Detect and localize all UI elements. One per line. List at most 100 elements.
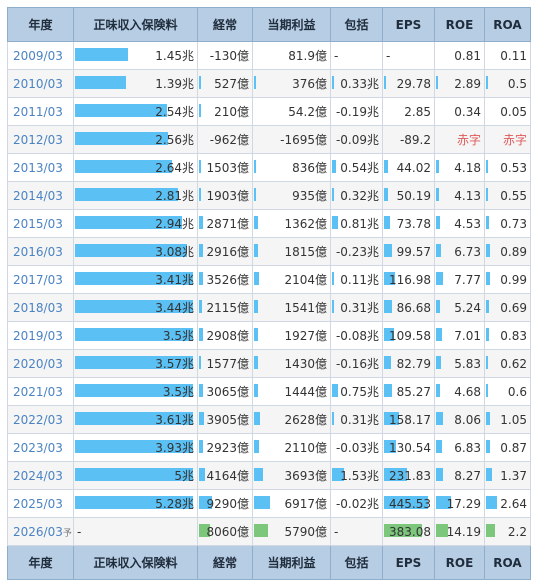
footer-header-comprehensive[interactable]: 包括 xyxy=(330,545,383,580)
cell-roa: 0.11 xyxy=(484,41,531,70)
cell-roa: 1.05 xyxy=(484,405,531,434)
footer-header-year[interactable]: 年度 xyxy=(7,545,74,580)
comp-value: 0.31兆 xyxy=(340,301,379,315)
year-link[interactable]: 2009/03 xyxy=(7,41,74,70)
cell-eps: 158.17 xyxy=(382,405,435,434)
cell-ordinary: 3905億 xyxy=(197,405,253,434)
roa-bar xyxy=(486,412,490,425)
cell-comp: 0.33兆 xyxy=(330,69,383,98)
premium-value: - xyxy=(77,524,82,539)
cell-ordinary: -962億 xyxy=(197,125,253,154)
roe-bar xyxy=(436,412,443,425)
table-row: 2024/03 5兆 4164億 3693億 1.53兆 231.83 8.27 1.37 xyxy=(7,461,531,490)
footer-header-roa[interactable]: ROA xyxy=(484,545,531,580)
comp-value: -0.09兆 xyxy=(335,133,379,147)
year-link[interactable]: 2024/03 xyxy=(7,461,74,490)
roa-bar xyxy=(486,356,488,369)
cell-roe: 14.19 xyxy=(434,517,485,546)
header-net-income[interactable]: 当期利益 xyxy=(252,7,331,42)
table-row: 2020/03 3.57兆 1577億 1430億 -0.16兆 82.79 5.83 0.6… xyxy=(7,349,531,378)
cell-premium: 3.5兆 xyxy=(73,321,198,350)
year-link[interactable]: 2023/03 xyxy=(7,433,74,462)
header-year[interactable]: 年度 xyxy=(7,7,74,42)
header-eps[interactable]: EPS xyxy=(382,7,435,42)
ordinary-bar xyxy=(199,300,202,313)
cell-eps: 109.58 xyxy=(382,321,435,350)
eps-bar xyxy=(384,440,396,453)
header-roe[interactable]: ROE xyxy=(434,7,485,42)
year-link[interactable]: 2011/03 xyxy=(7,97,74,126)
cell-premium: 5兆 xyxy=(73,461,198,490)
cell-net: 3693億 xyxy=(252,461,331,490)
year-link[interactable]: 2015/03 xyxy=(7,209,74,238)
footer-header-ordinary[interactable]: 経常 xyxy=(197,545,253,580)
comp-value: 0.54兆 xyxy=(340,161,379,175)
header-premium[interactable]: 正味収入保険料 xyxy=(73,7,198,42)
footer-header-roe[interactable]: ROE xyxy=(434,545,485,580)
comp-bar xyxy=(332,272,334,285)
table-row: 2025/03 5.28兆 9290億 6917億 -0.02兆 445.53 17.29 2… xyxy=(7,489,531,518)
year-link[interactable]: 2010/03 xyxy=(7,69,74,98)
cell-roa: 0.6 xyxy=(484,377,531,406)
year-link[interactable]: 2017/03 xyxy=(7,265,74,294)
footer-header-premium[interactable]: 正味収入保険料 xyxy=(73,545,198,580)
cell-premium: 2.81兆 xyxy=(73,181,198,210)
header-comprehensive[interactable]: 包括 xyxy=(330,7,383,42)
premium-value: 3.5兆 xyxy=(162,329,194,343)
roa-value: 赤字 xyxy=(502,133,527,147)
year-link[interactable]: 2020/03 xyxy=(7,349,74,378)
footer-header-eps[interactable]: EPS xyxy=(382,545,435,580)
cell-comp: 0.32兆 xyxy=(330,181,383,210)
roe-value: 4.68 xyxy=(454,384,481,399)
year-link[interactable]: 2016/03 xyxy=(7,237,74,266)
header-roa[interactable]: ROA xyxy=(484,7,531,42)
year-link[interactable]: 2012/03 xyxy=(7,125,74,154)
roa-bar xyxy=(486,300,489,313)
header-ordinary[interactable]: 経常 xyxy=(197,7,253,42)
cell-eps: 50.19 xyxy=(382,181,435,210)
eps-bar xyxy=(384,384,392,397)
cell-premium: 5.28兆 xyxy=(73,489,198,518)
year-link[interactable]: 2018/03 xyxy=(7,293,74,322)
year-link[interactable]: 2013/03 xyxy=(7,153,74,182)
year-link[interactable]: 2021/03 xyxy=(7,377,74,406)
year-link[interactable]: 2019/03 xyxy=(7,321,74,350)
ordinary-value: -962億 xyxy=(209,133,249,147)
roa-bar xyxy=(486,524,495,537)
premium-bar xyxy=(75,300,193,313)
eps-value: 50.19 xyxy=(396,188,431,203)
net-value: 54.2億 xyxy=(288,105,327,119)
ordinary-bar xyxy=(199,412,204,425)
cell-premium: 2.64兆 xyxy=(73,153,198,182)
cell-ordinary: 210億 xyxy=(197,97,253,126)
roa-value: 0.5 xyxy=(507,76,527,91)
premium-bar xyxy=(75,356,193,369)
cell-roa: 0.69 xyxy=(484,293,531,322)
table-row: 2021/03 3.5兆 3065億 1444億 0.75兆 85.27 4.68 0.6 xyxy=(7,377,531,406)
cell-roa: 0.62 xyxy=(484,349,531,378)
year-link[interactable]: 2026/03予 xyxy=(7,517,74,546)
eps-value: 82.79 xyxy=(396,356,431,371)
comp-value: 1.53兆 xyxy=(340,469,379,483)
ordinary-bar xyxy=(199,496,212,509)
cell-premium: 3.61兆 xyxy=(73,405,198,434)
year-link[interactable]: 2025/03 xyxy=(7,489,74,518)
ordinary-bar xyxy=(199,76,201,89)
ordinary-value: 1577億 xyxy=(206,357,249,371)
ordinary-bar xyxy=(199,104,201,117)
year-link[interactable]: 2014/03 xyxy=(7,181,74,210)
eps-value: 130.54 xyxy=(389,440,431,455)
cell-roe: 2.89 xyxy=(434,69,485,98)
cell-eps: -89.2 xyxy=(382,125,435,154)
roe-bar xyxy=(436,216,440,229)
footer-header-net-income[interactable]: 当期利益 xyxy=(252,545,331,580)
net-value: 1430億 xyxy=(284,357,327,371)
roa-value: 0.53 xyxy=(500,160,527,175)
ordinary-bar xyxy=(199,328,203,341)
year-link[interactable]: 2022/03 xyxy=(7,405,74,434)
table-row: 2013/03 2.64兆 1503億 836億 0.54兆 44.02 4.18 0.53 xyxy=(7,153,531,182)
cell-ordinary: 3065億 xyxy=(197,377,253,406)
header-row-top: 年度 正味収入保険料 経常 当期利益 包括 EPS ROE ROA xyxy=(7,7,531,42)
premium-value: 3.44兆 xyxy=(155,301,194,315)
cell-comp: -0.03兆 xyxy=(330,433,383,462)
